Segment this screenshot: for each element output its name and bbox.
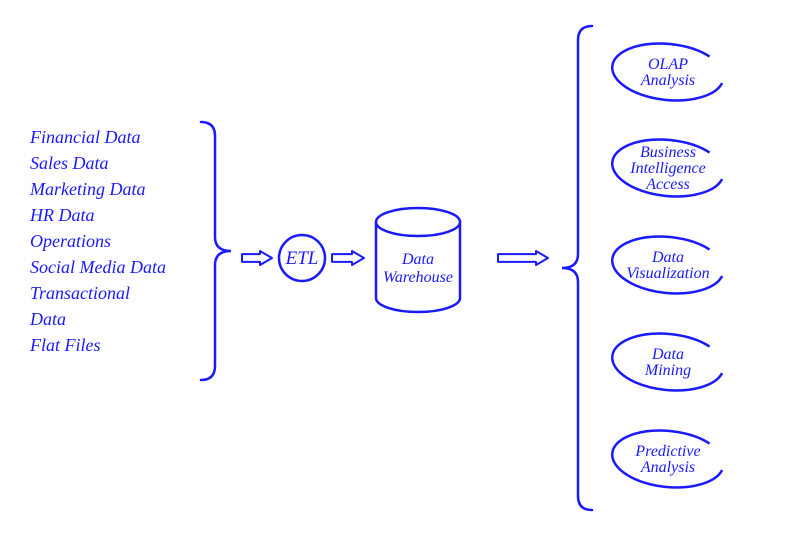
source-item: Operations — [30, 231, 111, 251]
output-label: Access — [645, 176, 690, 193]
arrow-icon — [242, 251, 272, 265]
output-label: Mining — [644, 362, 691, 379]
output-label: Visualization — [626, 265, 709, 282]
source-item: HR Data — [29, 205, 95, 225]
source-item: Social Media Data — [30, 257, 166, 277]
etl-label: ETL — [285, 248, 319, 269]
source-item: Financial Data — [29, 127, 141, 147]
source-item: Data — [29, 309, 66, 329]
warehouse-label: Warehouse — [383, 269, 453, 286]
arrow-icon — [498, 251, 548, 265]
arrow-icon — [332, 251, 364, 265]
output-label: Analysis — [640, 72, 695, 89]
output-label: Analysis — [640, 459, 695, 476]
warehouse-top — [376, 208, 460, 236]
warehouse-label: Data — [401, 251, 434, 268]
source-item: Transactional — [30, 283, 130, 303]
output-label: OLAP — [648, 56, 688, 73]
source-item: Marketing Data — [29, 179, 145, 199]
output-label: Business — [640, 144, 696, 161]
warehouse-bottom — [376, 298, 460, 312]
right-bracket — [562, 26, 592, 510]
output-label: Intelligence — [629, 160, 706, 177]
source-item: Flat Files — [29, 335, 101, 355]
source-item: Sales Data — [30, 153, 109, 173]
output-label: Data — [651, 249, 684, 266]
diagram-canvas: Financial Data Sales Data Marketing Data HR… — [0, 0, 800, 534]
output-label: Predictive — [634, 443, 700, 460]
output-label: Data — [651, 346, 684, 363]
left-bracket — [201, 122, 231, 380]
